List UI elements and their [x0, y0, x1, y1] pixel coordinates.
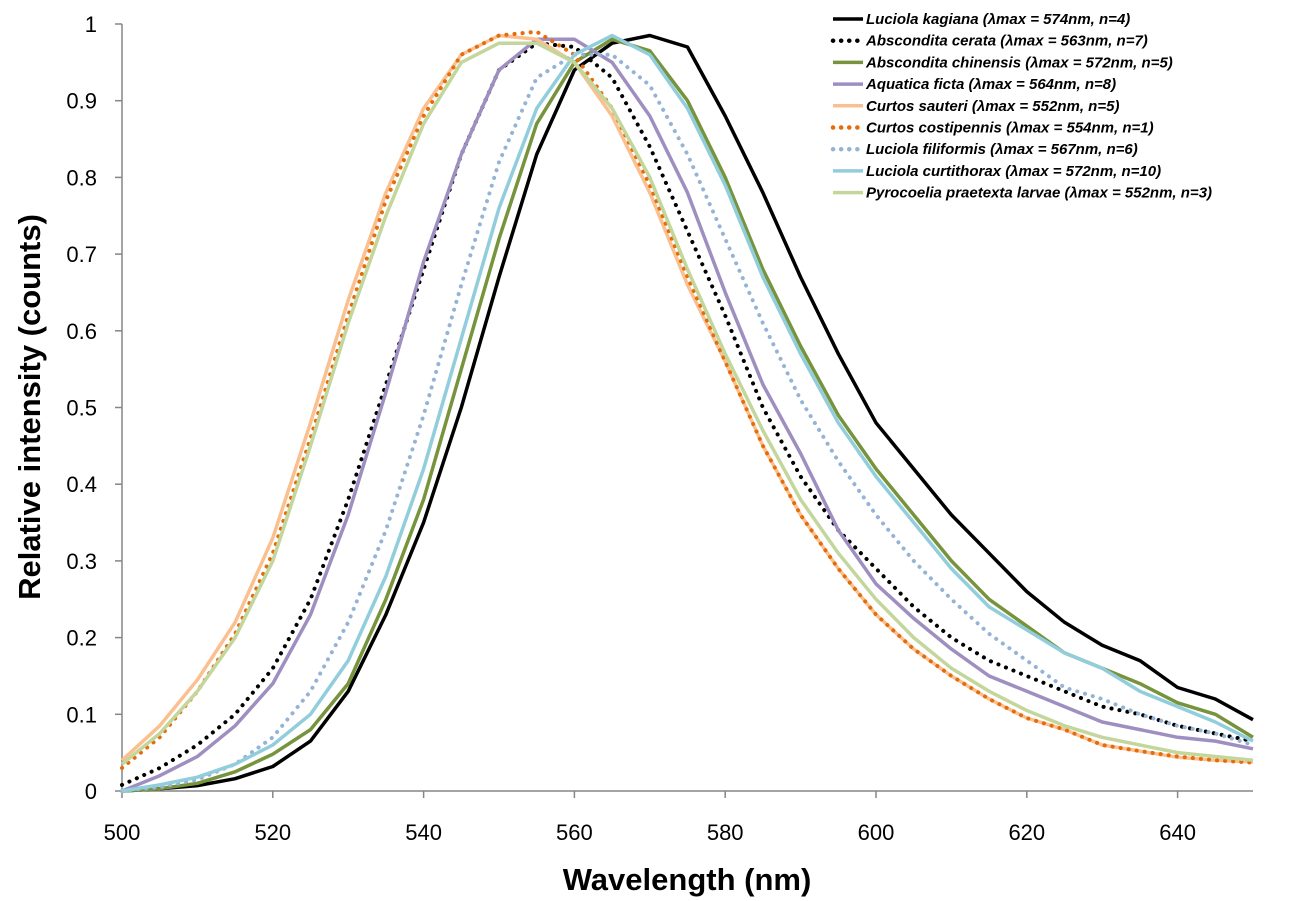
y-tick-label: 0.4	[66, 472, 97, 497]
legend-label: Pyrocoelia praetexta larvae (λmax = 552n…	[866, 185, 1212, 202]
y-axis-title: Relative intensity (counts)	[12, 214, 47, 600]
legend-label: Luciola curtithorax (λmax = 572nm, n=10)	[866, 163, 1161, 180]
y-tick-label: 0.5	[66, 396, 97, 421]
x-tick-label: 560	[556, 820, 593, 845]
tick-marks	[115, 23, 1179, 798]
legend-label: Curtos sauteri (λmax = 552nm, n=5)	[866, 98, 1119, 115]
axes	[121, 24, 1253, 792]
y-tick-label: 0.7	[66, 242, 97, 267]
x-tick-label: 640	[1159, 820, 1196, 845]
series-line	[121, 33, 1254, 793]
y-tick-label: 0	[85, 779, 97, 804]
tick-labels: 0 0.1 0.2 0.3 0.4 0.5 0.6 0.7 0.8 0.9 1 500 520 540 56…	[66, 12, 1196, 845]
series-line	[120, 29, 1255, 770]
y-tick-label: 1	[85, 12, 97, 37]
y-tick-label: 0.1	[66, 702, 97, 727]
series-line	[121, 33, 1254, 793]
x-axis-title: Wavelength (nm)	[563, 862, 812, 897]
legend-label: Luciola filiformis (λmax = 567nm, n=6)	[866, 141, 1138, 158]
x-tick-label: 600	[858, 820, 895, 845]
legend-label: Luciola kagiana (λmax = 574nm, n=4)	[866, 11, 1130, 28]
legend-label: Abscondita cerata (λmax = 563nm, n=7)	[865, 33, 1148, 50]
series-line	[120, 33, 1254, 764]
legend: Luciola kagiana (λmax = 574nm, n=4) Absco…	[830, 11, 1212, 202]
y-tick-label: 0.8	[66, 165, 97, 190]
x-tick-label: 620	[1008, 820, 1045, 845]
y-tick-label: 0.6	[66, 319, 97, 344]
series-layer	[120, 29, 1255, 793]
y-tick-label: 0.3	[66, 549, 97, 574]
legend-label: Abscondita chinensis (λmax = 572nm, n=5)	[865, 54, 1173, 71]
y-tick-label: 0.2	[66, 626, 97, 651]
x-tick-label: 540	[405, 820, 442, 845]
x-tick-label: 520	[254, 820, 291, 845]
legend-label: Curtos costipennis (λmax = 554nm, n=1)	[866, 120, 1154, 137]
x-tick-label: 580	[707, 820, 744, 845]
series-line	[120, 41, 1255, 787]
series-line	[121, 37, 1254, 793]
legend-label: Aquatica ficta (λmax = 564nm, n=8)	[865, 76, 1116, 93]
x-tick-label: 500	[104, 820, 141, 845]
y-tick-label: 0.9	[66, 89, 97, 114]
series-line	[120, 41, 1254, 766]
